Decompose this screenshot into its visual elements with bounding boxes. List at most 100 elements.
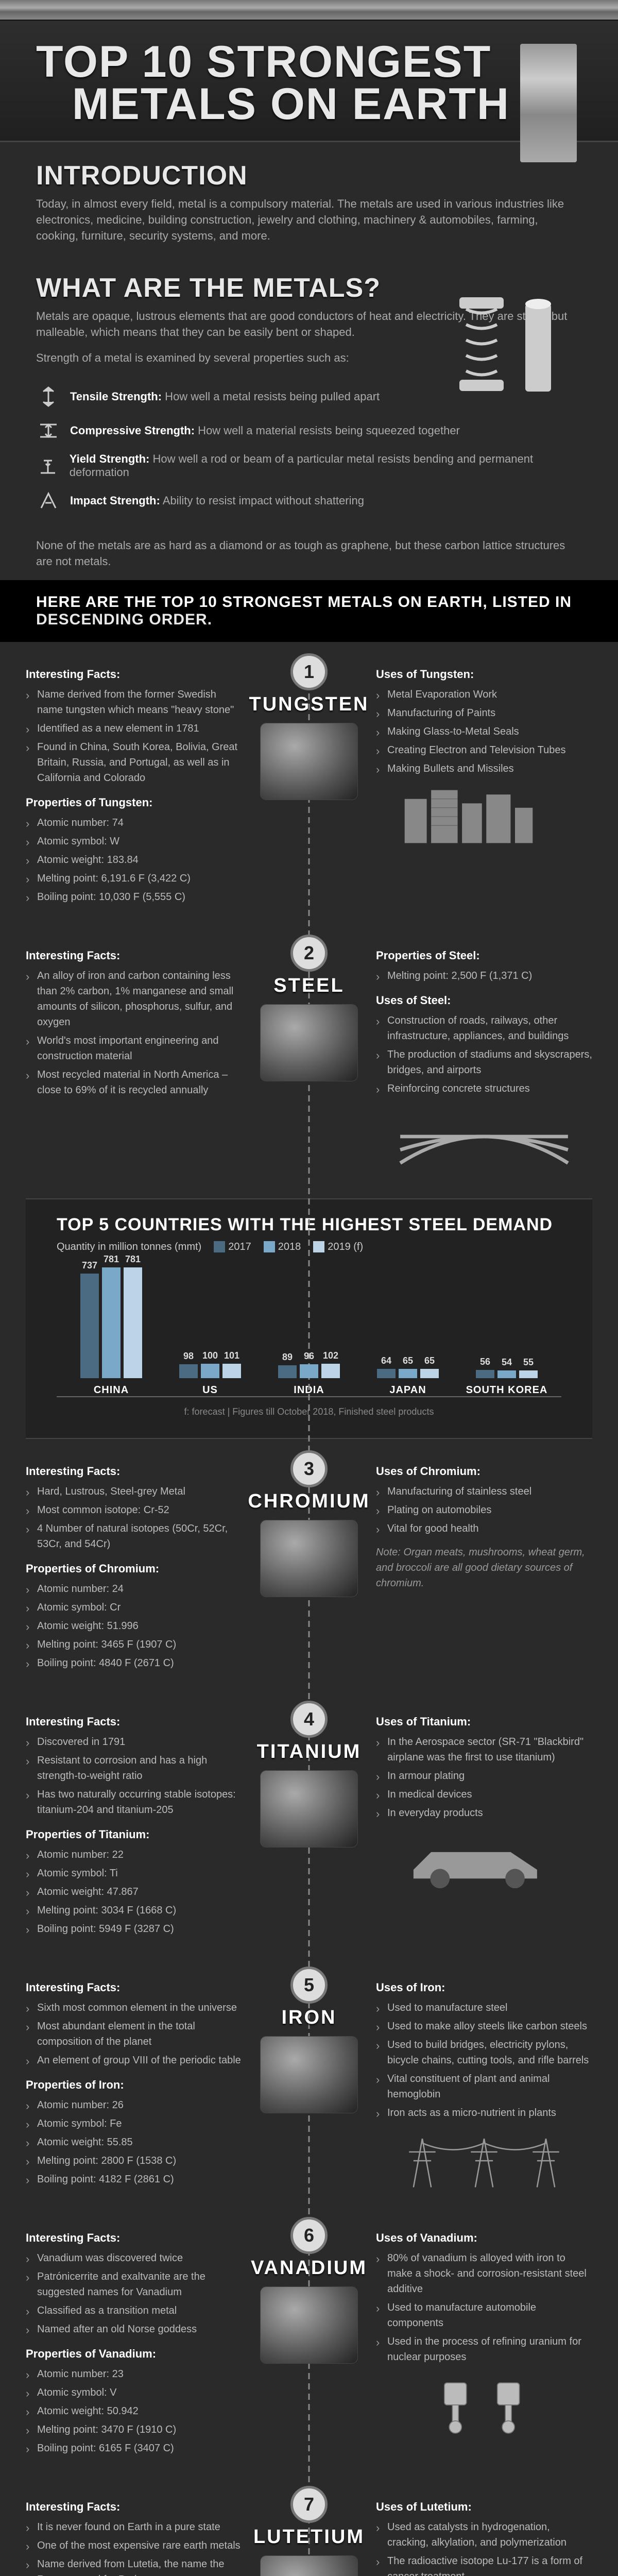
legend-swatch	[214, 1241, 225, 1252]
bar: 65	[420, 1369, 439, 1378]
metal-image	[260, 2036, 358, 2113]
rank-badge: 2	[290, 935, 328, 972]
use-item: In medical devices	[376, 1787, 592, 1802]
metal-name: TUNGSTEN	[249, 693, 369, 716]
metal-note: Note: Organ meats, mushrooms, wheat germ…	[376, 1545, 592, 1591]
prop-item: Atomic number: 24	[26, 1581, 242, 1597]
use-item: In the Aerospace sector (SR-71 "Blackbir…	[376, 1734, 592, 1765]
use-item: The production of stadiums and skyscrape…	[376, 1047, 592, 1078]
what-note: None of the metals are as hard as a diam…	[0, 538, 618, 580]
props-list: Atomic number: 22Atomic symbol: TiAtomic…	[26, 1847, 242, 1937]
prop-item: Boiling point: 4840 F (2671 C)	[26, 1655, 242, 1671]
uses-list: 80% of vanadium is alloyed with iron to …	[376, 2250, 592, 2365]
prop-item: Melting point: 3465 F (1907 C)	[26, 1637, 242, 1652]
props-head: Properties of Chromium:	[26, 1560, 242, 1577]
col-left: Interesting Facts: Sixth most common ele…	[26, 1976, 252, 2195]
use-item: 80% of vanadium is alloyed with iron to …	[376, 2250, 592, 2297]
bar-value: 96	[304, 1351, 314, 1362]
uses-head: Uses of Titanium:	[376, 1713, 592, 1730]
fact-item: Name derived from Lutetia, the name the …	[26, 2556, 242, 2576]
metal-row: 5 Interesting Facts: Sixth most common e…	[26, 1976, 592, 2195]
bar: 54	[497, 1370, 516, 1378]
metal-image	[260, 1520, 358, 1597]
props-list: Atomic number: 26Atomic symbol: FeAtomic…	[26, 2097, 242, 2187]
bar-value: 98	[183, 1351, 194, 1362]
bar: 65	[399, 1369, 417, 1378]
country-group: 98100101 US	[161, 1260, 260, 1396]
bar-value: 737	[82, 1260, 97, 1271]
uses-list: Manufacturing of stainless steel Plating …	[376, 1484, 592, 1536]
uses-head: Uses of Lutetium:	[376, 2498, 592, 2515]
fact-item: Most recycled material in North America …	[26, 1067, 242, 1098]
col-left: Interesting Facts: Discovered in 1791Res…	[26, 1710, 252, 1945]
fact-item: Vanadium was discovered twice	[26, 2250, 242, 2266]
col-right: Uses of Tungsten: Metal Evaporation Work…	[366, 663, 592, 913]
col-right: Uses of Iron: Used to manufacture steelU…	[366, 1976, 592, 2195]
metal-image	[260, 2555, 358, 2576]
use-item: Manufacturing of stainless steel	[376, 1484, 592, 1499]
strength-icon	[36, 488, 61, 513]
uses-list: Used to manufacture steelUsed to make al…	[376, 2000, 592, 2121]
fact-item: Has two naturally occurring stable isoto…	[26, 1787, 242, 1818]
uses-list: Metal Evaporation WorkManufacturing of P…	[376, 687, 592, 776]
facts-head: Interesting Facts:	[26, 1979, 242, 1996]
fact-item: Identified as a new element in 1781	[26, 721, 242, 736]
rank-badge: 6	[290, 2217, 328, 2254]
bar-value: 54	[502, 1357, 512, 1368]
use-item: Making Bullets and Missiles	[376, 761, 592, 776]
country-group: 737781781 CHINA	[62, 1260, 161, 1396]
prop-item: Atomic symbol: Ti	[26, 1866, 242, 1881]
banner-accent: DESCENDING ORDER.	[36, 611, 212, 628]
uses-list: Construction of roads, railways, other i…	[376, 1013, 592, 1096]
fact-item: 4 Number of natural isotopes (50Cr, 52Cr…	[26, 1521, 242, 1552]
prop-item: Atomic number: 74	[26, 815, 242, 831]
legend-year: 2018	[278, 1241, 301, 1252]
use-item: Vital constituent of plant and animal he…	[376, 2071, 592, 2102]
metal-image	[260, 1770, 358, 1848]
uses-list: Used as catalysts in hydrogenation, crac…	[376, 2519, 592, 2576]
use-item: Vital for good health	[376, 1521, 592, 1536]
props-head: Properties of Tungsten:	[26, 794, 242, 811]
prop-item: Atomic weight: 47.867	[26, 1884, 242, 1900]
prop-item: Atomic symbol: Fe	[26, 2116, 242, 2131]
use-item: Plating on automobiles	[376, 1502, 592, 1518]
strength-label: Impact Strength:	[70, 494, 160, 507]
bar-value: 56	[480, 1357, 490, 1367]
use-item: Reinforcing concrete structures	[376, 1081, 592, 1096]
col-left: Interesting Facts: Hard, Lustrous, Steel…	[26, 1460, 252, 1679]
bar-value: 55	[523, 1357, 534, 1368]
props-list: Atomic number: 23Atomic symbol: VAtomic …	[26, 2366, 242, 2456]
props-list: Atomic number: 74Atomic symbol: WAtomic …	[26, 815, 242, 905]
bar: 781	[102, 1267, 121, 1378]
metals-container: 1 Interesting Facts: Name derived from t…	[0, 642, 618, 2576]
use-item: Making Glass-to-Metal Seals	[376, 724, 592, 739]
metal-row: 3 Interesting Facts: Hard, Lustrous, Ste…	[26, 1460, 592, 1679]
strength-desc: How well a metal resists being pulled ap…	[162, 390, 380, 403]
title-metal-plate	[520, 44, 577, 162]
metal-name: LUTETIUM	[253, 2526, 365, 2548]
fact-item: It is never found on Earth in a pure sta…	[26, 2519, 242, 2535]
title-block: TOP 10 STRONGEST METALS ON EARTH	[0, 21, 618, 142]
col-right: Uses of Vanadium: 80% of vanadium is all…	[366, 2226, 592, 2464]
bar-trio: 646565	[377, 1260, 439, 1378]
prop-item: Boiling point: 4182 F (2861 C)	[26, 2172, 242, 2187]
props-list-right: Melting point: 2,500 F (1,371 C)	[376, 968, 592, 984]
col-right: Uses of Lutetium: Used as catalysts in h…	[366, 2495, 592, 2576]
prop-item: Melting point: 3034 F (1668 C)	[26, 1903, 242, 1918]
bar-value: 102	[323, 1350, 338, 1361]
side-illustration	[376, 1106, 592, 1167]
col-right: Uses of Chromium: Manufacturing of stain…	[366, 1460, 592, 1679]
facts-list: It is never found on Earth in a pure sta…	[26, 2519, 242, 2576]
prop-item: Atomic symbol: V	[26, 2385, 242, 2400]
use-item: Used to manufacture automobile component…	[376, 2300, 592, 2331]
metal-row: 4 Interesting Facts: Discovered in 1791R…	[26, 1710, 592, 1945]
bar-trio: 56 54 55	[476, 1260, 538, 1378]
facts-list: An alloy of iron and carbon containing l…	[26, 968, 242, 1098]
fact-item: Sixth most common element in the univers…	[26, 2000, 242, 2015]
props-head: Properties of Vanadium:	[26, 2345, 242, 2362]
props-head: Properties of Titanium:	[26, 1826, 242, 1843]
prop-item: Melting point: 6,191.6 F (3,422 C)	[26, 871, 242, 886]
bar-value: 89	[282, 1352, 293, 1363]
side-illustration	[376, 786, 592, 848]
fact-item: Named after an old Norse goddess	[26, 2321, 242, 2337]
